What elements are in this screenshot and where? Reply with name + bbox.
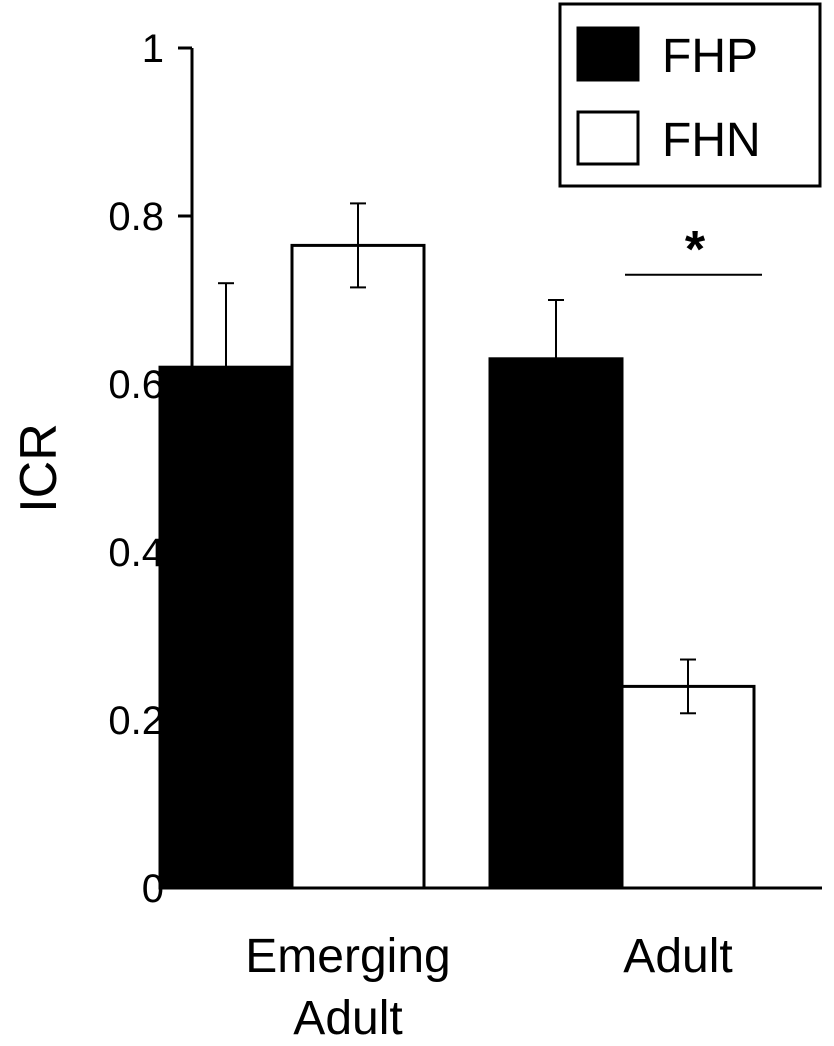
y-axis-title: ICR bbox=[10, 423, 68, 513]
legend-swatch-fhn bbox=[576, 110, 640, 166]
x-category-label: Adult bbox=[623, 930, 732, 983]
y-tick-label: 1 bbox=[142, 27, 164, 71]
y-tick-label: 0.8 bbox=[108, 195, 164, 239]
legend-swatch-fhp bbox=[576, 26, 640, 82]
legend-label-fhp: FHP bbox=[662, 30, 758, 83]
bar-fhp bbox=[158, 365, 294, 890]
legend-label-fhn: FHN bbox=[662, 114, 761, 167]
bars bbox=[158, 243, 756, 890]
bar-fhn bbox=[290, 243, 426, 890]
y-tick-label: 0.2 bbox=[108, 699, 164, 743]
y-tick-label: 0.4 bbox=[108, 531, 164, 575]
significance-annotation: * bbox=[625, 221, 762, 279]
y-tick-label: 0.6 bbox=[108, 363, 164, 407]
y-tick-label: 0 bbox=[142, 867, 164, 911]
bar-fhn bbox=[620, 684, 756, 890]
x-category-label: Emerging bbox=[245, 930, 450, 983]
x-category-label: Adult bbox=[293, 992, 402, 1045]
error-bars bbox=[218, 202, 696, 715]
legend: FHP FHN bbox=[558, 2, 822, 188]
bar-fhp bbox=[488, 357, 624, 890]
significance-star: * bbox=[685, 221, 706, 279]
axes: 0 0.2 0.4 0.6 0.8 1 ICR Emerging Adult Adult bbox=[10, 27, 822, 1045]
